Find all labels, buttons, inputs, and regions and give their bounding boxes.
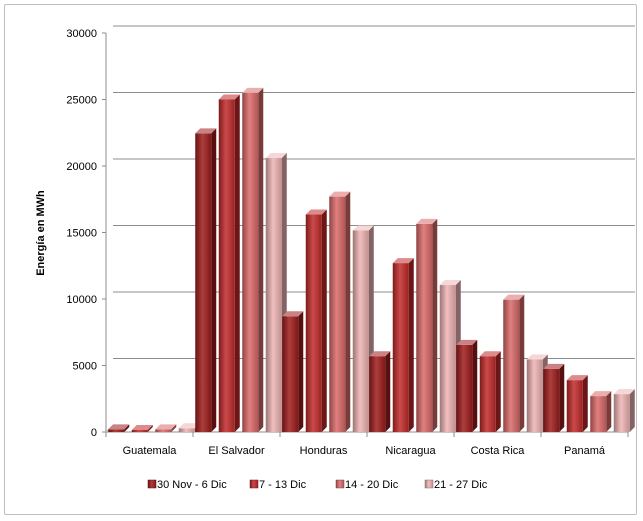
bar [369,351,391,432]
y-tick-label: 5000 [73,361,97,373]
bar [613,389,635,432]
x-tick-label: Panamá [564,445,606,457]
y-tick-label: 20000 [66,161,97,173]
y-tick-label: 0 [91,427,97,439]
legend-label: 14 - 20 Dic [345,479,399,491]
bar [329,191,351,432]
bar [392,258,414,432]
bar [590,391,612,432]
x-tick-label: El Salvador [208,445,265,457]
legend-swatch [335,479,345,489]
legend-item: 7 - 13 Dic [249,479,307,491]
legend-swatch [249,479,259,489]
legend-item: 21 - 27 Dic [424,479,488,491]
legend-swatch [424,479,434,489]
bar [566,375,588,432]
y-tick-label: 15000 [66,228,97,240]
bar [503,294,525,432]
bar [155,424,177,432]
y-axis-ticks: 0 5000 10000 15000 20000 25000 30000 [66,28,97,439]
legend-item: 30 Nov - 6 Dic [147,479,227,491]
bar [195,128,217,433]
x-tick-label: Nicaragua [385,445,436,457]
bar [305,209,327,432]
bar [456,339,478,432]
y-tick-label: 25000 [66,95,97,107]
x-tick-label: Costa Rica [471,445,526,457]
bar [218,94,240,432]
y-tick-label: 30000 [66,28,97,40]
x-tick-label: Honduras [300,445,348,457]
y-tick-label: 10000 [66,294,97,306]
legend-label: 30 Nov - 6 Dic [157,479,227,491]
bars [108,87,635,433]
legend-label: 7 - 13 Dic [259,479,307,491]
legend: 30 Nov - 6 Dic 7 - 13 Dic 14 - 20 Dic 21 - … [147,479,488,491]
bar [479,351,501,432]
bar [282,311,304,432]
bar [108,424,130,432]
bar [543,363,565,432]
legend-label: 21 - 27 Dic [434,479,488,491]
bar [131,425,153,432]
bar [416,218,438,432]
y-axis-label: Energía en MWh [35,190,47,276]
x-tick-label: Guatemala [123,445,178,457]
legend-swatch [147,479,157,489]
x-axis-ticks: Guatemala El Salvador Honduras Nicaragua Cos… [123,445,606,457]
bar [242,87,264,432]
legend-item: 14 - 20 Dic [335,479,399,491]
